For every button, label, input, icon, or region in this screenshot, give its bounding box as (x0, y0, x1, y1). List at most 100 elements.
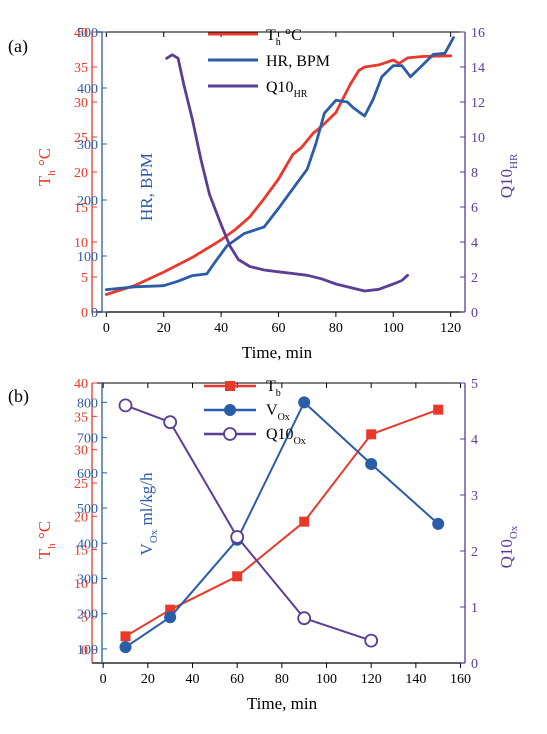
panel-b-left-tick-label: 10 (74, 577, 88, 592)
panel-b-right-tick-label: 3 (471, 489, 478, 504)
panel-a-right-tick-label: 6 (471, 201, 478, 216)
panel-a: (a) 0 20 40 60 80 100 120051015202530354001002… (8, 26, 520, 362)
panel-a-left-tick-label: 20 (74, 166, 88, 181)
panel-b-point-2 (163, 415, 178, 430)
panel-b-point-1 (298, 396, 311, 409)
panel-a-series-line-0 (104, 54, 453, 296)
panel-a-label: (a) (8, 36, 28, 57)
panel-b-right-tick-label: 2 (471, 545, 478, 560)
panel-b-label: (b) (8, 386, 29, 407)
panel-b-left-tick-label: 25 (74, 477, 88, 492)
legend-label-tb: Tb (266, 378, 281, 399)
panel-a-x-tick-label: 120 (440, 321, 461, 336)
panel-a-series-line-1 (104, 36, 455, 292)
legend-label-hr: HR, BPM (266, 53, 330, 70)
panel-b-x-tick-label: 120 (361, 672, 382, 687)
panel-b-point-1 (432, 517, 445, 530)
panel-b-mid-tick-label: 500 (77, 502, 98, 517)
panel-b-x-tick-label: 100 (316, 672, 337, 687)
panel-a-left-tick-label: 15 (74, 201, 88, 216)
panel-b-point-0 (120, 631, 131, 642)
panel-b-mid-tick-label: 400 (77, 537, 98, 552)
panel-b-series (118, 396, 445, 654)
panel-a-x-tick-label: 0 (103, 321, 110, 336)
panel-b-left-tick-label: 30 (74, 444, 88, 459)
panel-b-x-tick-label: 20 (141, 672, 155, 687)
panel-b-x-tick-label: 80 (275, 672, 289, 687)
panel-a-mid-tick-label: 300 (77, 138, 98, 153)
panel-a-right-tick-label: 12 (471, 96, 485, 111)
panel-b-x-tick-label: 140 (405, 672, 426, 687)
panel-b-right-tick-label: 1 (471, 601, 478, 616)
panel-a-series-line-2 (165, 53, 410, 293)
panel-b-left-tick-label: 0 (81, 644, 88, 659)
panel-b-series-line-2 (124, 404, 373, 642)
panel-b-point-0 (366, 429, 377, 440)
panel-b-point-2 (364, 633, 379, 648)
panel-a-right-tick-label: 16 (471, 26, 485, 41)
panel-b-mid-tick-label: 100 (77, 643, 98, 658)
panel-b-point-0 (165, 604, 176, 615)
legend-marker-tb (225, 381, 235, 391)
panel-a-x-tick-label: 20 (157, 321, 171, 336)
panel-b-right-axis-title: Q10Ox (497, 525, 520, 568)
panel-a-right-tick-label: 10 (471, 131, 485, 146)
legend-label-q10hr: Q10HR (266, 79, 308, 100)
panel-a-mid-tick-label: 200 (77, 194, 98, 209)
panel-b-point-0 (232, 571, 243, 582)
panel-a-left-tick-label: 25 (74, 131, 88, 146)
panel-b-point-2 (230, 530, 245, 544)
panel-b-left-axis-title: Th °C (35, 521, 58, 559)
panel-b-mid-tick-label: 800 (77, 396, 98, 411)
legend-marker-q10ox (223, 427, 237, 441)
panel-a-mid-tick-label: 100 (77, 250, 98, 265)
panel-b-left-tick-label: 35 (74, 410, 88, 425)
panel-a-mid-axis-title: HR, BPM (137, 153, 156, 221)
panel-a-left-tick-label: 10 (74, 236, 88, 251)
panel-a-left-tick-label: 30 (74, 96, 88, 111)
panel-b-point-2 (118, 398, 133, 413)
panel-b-right-tick-label: 0 (471, 657, 478, 672)
legend-label-q10ox: Q10Ox (266, 426, 306, 447)
panel-b-mid-tick-label: 200 (77, 608, 98, 623)
panel-a-x-tick-label: 80 (329, 321, 343, 336)
panel-b-point-2 (297, 611, 312, 626)
panel-a-mid-tick-label: 500 (77, 26, 98, 41)
panel-b-left-tick-label: 15 (74, 544, 88, 559)
panel-b-mid-axis-title: VOx ml/kg/h (137, 472, 160, 555)
panel-b-left-tick-label: 40 (74, 377, 88, 392)
panel-a-legend: Th °C HR, BPM Q10HR (208, 27, 330, 100)
panel-b-point-0 (433, 404, 444, 415)
panel-a-right-tick-label: 8 (471, 166, 478, 181)
panel-a-right-tick-label: 0 (471, 306, 478, 321)
panel-b-point-1 (119, 641, 132, 654)
panel-b-point-0 (299, 516, 310, 527)
panel-b-series-line-0 (124, 408, 440, 638)
panel-a-x-tick-label: 100 (383, 321, 404, 336)
panel-a-left-tick-label: 0 (81, 306, 88, 321)
panel-b-series-line-1 (124, 401, 440, 649)
legend-marker-vox (224, 404, 236, 416)
panel-a-mid-tick-label: 0 (91, 306, 98, 321)
panel-a-left-tick-label: 5 (81, 271, 88, 286)
panel-b-x-tick-label: 40 (186, 672, 200, 687)
panel-a-mid-tick-label: 400 (77, 82, 98, 97)
panel-b-left-tick-label: 20 (74, 510, 88, 525)
panel-a-axes: 0 20 40 60 80 100 1200510152025303540010020030… (74, 26, 485, 336)
panel-a-left-tick-label: 35 (74, 61, 88, 76)
panel-b: (b) 0 20 40 60 80 100 120 140 160051015202530354… (8, 377, 520, 713)
panel-b-mid-tick-label: 600 (77, 467, 98, 482)
panel-b-point-1 (164, 611, 177, 624)
panel-b-x-tick-label: 60 (230, 672, 244, 687)
panel-a-left-tick-label: 40 (74, 26, 88, 41)
panel-a-right-tick-label: 4 (471, 236, 478, 251)
panel-b-right-tick-label: 4 (471, 433, 478, 448)
panel-b-point-1 (365, 458, 378, 471)
panel-b-left-tick-label: 5 (81, 610, 88, 625)
legend-label-vox: VOx (266, 402, 290, 423)
panel-b-legend: Tb VOx Q10Ox (204, 378, 306, 447)
panel-b-x-tick-label: 0 (100, 672, 107, 687)
legend-label-th: Th °C (266, 27, 302, 48)
panel-b-x-tick-label: 160 (450, 672, 471, 687)
